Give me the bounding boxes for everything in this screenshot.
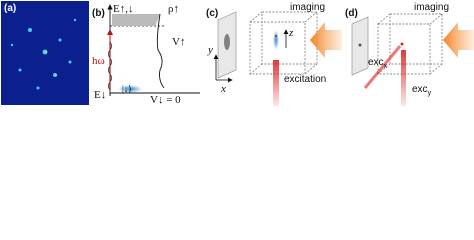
- photon-label: hω: [92, 55, 105, 67]
- panel-d: (d) imaging excx excy: [345, 2, 474, 106]
- panel-label: (a): [4, 3, 16, 14]
- imaging-label: imaging: [290, 2, 325, 13]
- panel-label: (b): [92, 8, 105, 19]
- energy-label: E↑,↓: [113, 3, 133, 15]
- exc-y-label: excy: [412, 84, 432, 97]
- state-label: |↓⟩: [122, 84, 132, 94]
- panel-c: (c) y x z imaging excitation: [206, 2, 342, 106]
- exc-x-label: excx: [368, 57, 388, 70]
- axis-y: y: [207, 44, 213, 56]
- density-label: ρ↑: [168, 3, 179, 15]
- exc-x-sub: x: [384, 63, 388, 70]
- panel-label: (d): [345, 8, 358, 19]
- axis-x: x: [220, 83, 226, 95]
- imaging-label: imaging: [414, 2, 449, 13]
- exc-y-sub: y: [428, 90, 432, 97]
- ground-label: E↓: [94, 89, 106, 101]
- speckles: [10, 18, 77, 90]
- axis-z: z: [288, 27, 294, 39]
- ground-potential-label: V↓ = 0: [150, 94, 181, 106]
- excitation-label: excitation: [284, 74, 326, 85]
- exc-y-base: exc: [412, 84, 428, 95]
- exc-x-base: exc: [368, 57, 384, 68]
- panel-label: (c): [206, 8, 218, 19]
- potential-label: V↑: [172, 36, 185, 48]
- panel-b: (b) E↑,↓ ρ↑ V↑ hω E↓ |↓⟩ V↓ = 0: [92, 3, 200, 106]
- panel-a: (a): [1, 1, 89, 105]
- figure: (a) (b) E↑,↓ ρ↑ V↑ hω E↓ |↓⟩ V↓ = 0 (c) …: [1, 1, 474, 106]
